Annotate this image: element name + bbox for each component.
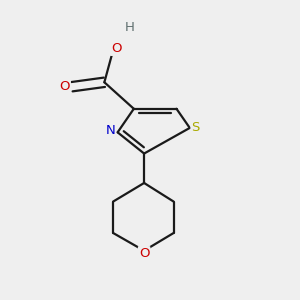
Text: O: O — [59, 80, 70, 93]
Text: N: N — [105, 124, 115, 137]
Text: O: O — [111, 42, 122, 55]
Text: H: H — [124, 21, 134, 34]
Text: S: S — [191, 122, 200, 134]
Text: O: O — [139, 247, 149, 260]
